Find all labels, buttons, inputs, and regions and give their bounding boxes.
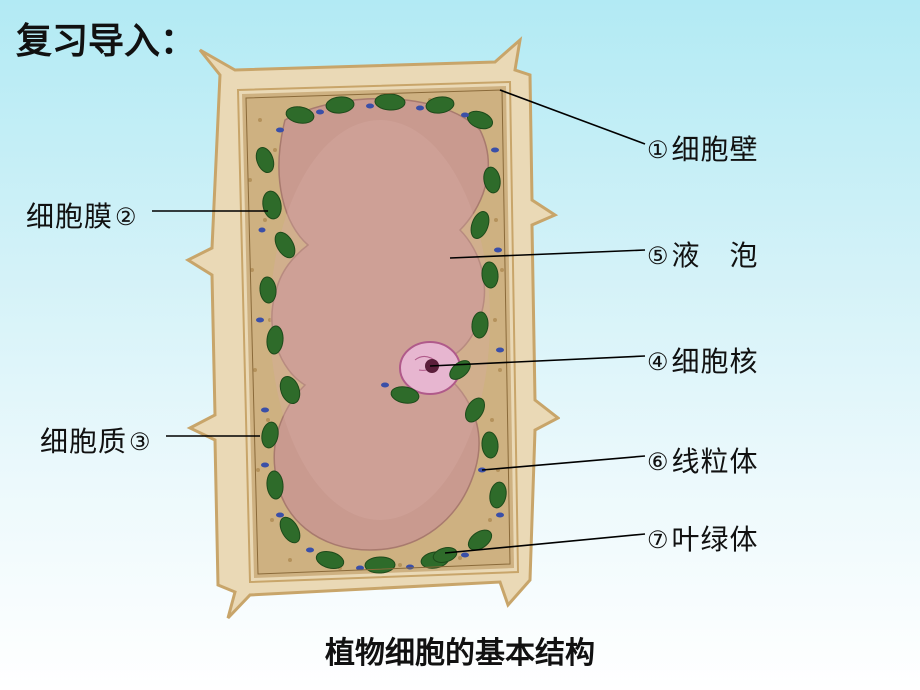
label-num: ④ — [647, 349, 670, 376]
label-cell-wall: ①细胞壁 — [645, 128, 759, 168]
label-text: 线粒体 — [672, 446, 759, 477]
label-mitochondria: ⑥线粒体 — [645, 440, 759, 480]
page-title: 复习导入： — [16, 12, 196, 64]
diagram-caption: 植物细胞的基本结构 — [0, 628, 920, 672]
label-cell-membrane: 细胞膜② — [26, 195, 140, 235]
label-num: ② — [115, 204, 138, 231]
label-chloroplast: ⑦叶绿体 — [645, 518, 759, 558]
label-text: 细胞核 — [672, 346, 759, 377]
label-text: 液 泡 — [672, 240, 759, 271]
label-text: 细胞壁 — [672, 134, 759, 165]
label-text: 叶绿体 — [672, 524, 759, 555]
label-vacuole: ⑤液 泡 — [645, 234, 759, 274]
plant-cell-diagram — [180, 20, 560, 620]
label-num: ③ — [129, 429, 152, 456]
label-num: ⑥ — [647, 449, 670, 476]
label-text: 细胞膜 — [26, 201, 113, 232]
label-text: 细胞质 — [40, 426, 127, 457]
label-cytoplasm: 细胞质③ — [40, 420, 154, 460]
label-num: ⑤ — [647, 243, 670, 270]
label-nucleus: ④细胞核 — [645, 340, 759, 380]
label-num: ⑦ — [647, 527, 670, 554]
label-num: ① — [647, 137, 670, 164]
vacuole-shading — [270, 120, 490, 520]
nucleus — [400, 342, 460, 394]
